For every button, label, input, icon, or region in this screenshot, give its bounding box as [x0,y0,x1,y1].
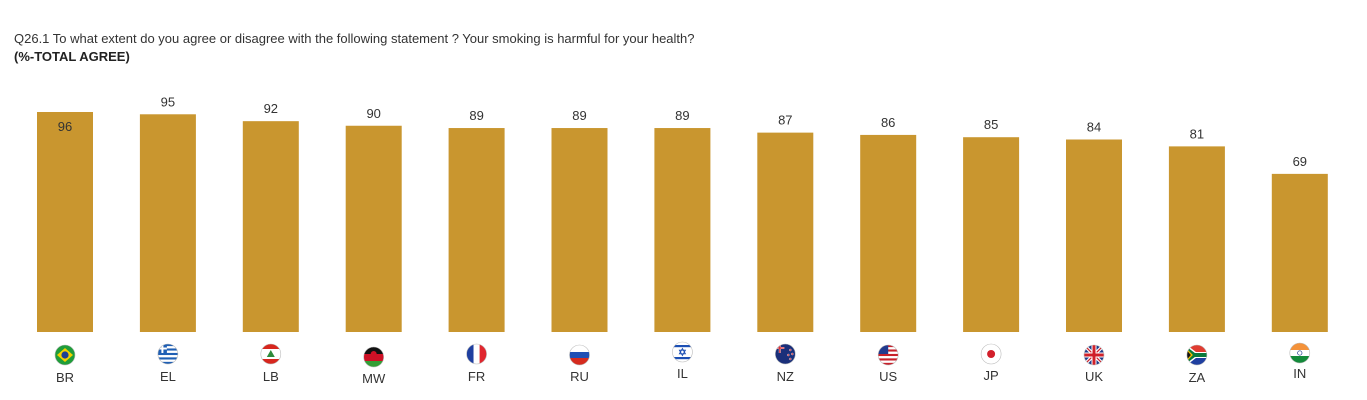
value-label-il: 89 [675,108,689,123]
category-label-mw: MW [362,371,386,386]
lebanon-flag-icon [260,343,282,365]
value-label-el: 95 [161,94,175,109]
bar-us [860,134,917,332]
value-label-fr: 89 [469,108,483,123]
uk-flag-icon [1083,344,1105,366]
russia-flag-icon [569,344,590,366]
category-label-ru: RU [570,369,589,384]
value-label-us: 86 [881,115,895,130]
category-label-fr: FR [468,369,485,384]
bar-lb [242,121,299,333]
value-label-in: 69 [1293,154,1307,169]
value-label-za: 81 [1190,126,1204,141]
japan-flag-icon [980,343,1002,365]
category-label-nz: NZ [777,369,794,384]
category-label-za: ZA [1189,370,1206,385]
value-label-ru: 89 [572,108,586,123]
value-label-nz: 87 [778,113,792,128]
value-label-lb: 92 [264,101,278,116]
india-flag-icon [1289,342,1311,364]
bar-nz [757,132,814,332]
france-flag-icon [466,343,487,365]
israel-flag-icon [672,341,693,363]
category-label-us: US [879,369,897,384]
bar-el [139,114,196,333]
value-label-br: 96 [58,119,72,134]
value-label-jp: 85 [984,117,998,132]
brazil-flag-icon [54,344,76,366]
chart-subtitle: (%-TOTAL AGREE) [14,49,130,64]
value-label-uk: 84 [1087,120,1101,135]
bar-in [1271,173,1328,332]
malawi-flag-icon [363,346,385,368]
chart-title: Q26.1 To what extent do you agree or dis… [14,31,695,46]
bar-ru [551,128,608,332]
bar-fr [448,128,505,332]
bar-jp [963,137,1020,332]
category-label-uk: UK [1085,369,1103,384]
greece-flag-icon [157,343,179,365]
value-label-mw: 90 [366,106,380,121]
category-label-el: EL [160,369,176,384]
bar-za [1168,146,1225,332]
category-label-jp: JP [984,368,999,383]
south-africa-flag-icon [1186,344,1208,366]
category-label-il: IL [677,366,688,381]
bar-mw [345,125,402,332]
bar-il [654,128,711,332]
bar-br [37,112,93,332]
category-label-br: BR [56,370,74,385]
usa-flag-icon [877,344,899,366]
new-zealand-flag-icon [774,343,796,365]
category-label-lb: LB [263,369,279,384]
category-label-in: IN [1293,366,1306,381]
bar-uk [1066,139,1122,332]
